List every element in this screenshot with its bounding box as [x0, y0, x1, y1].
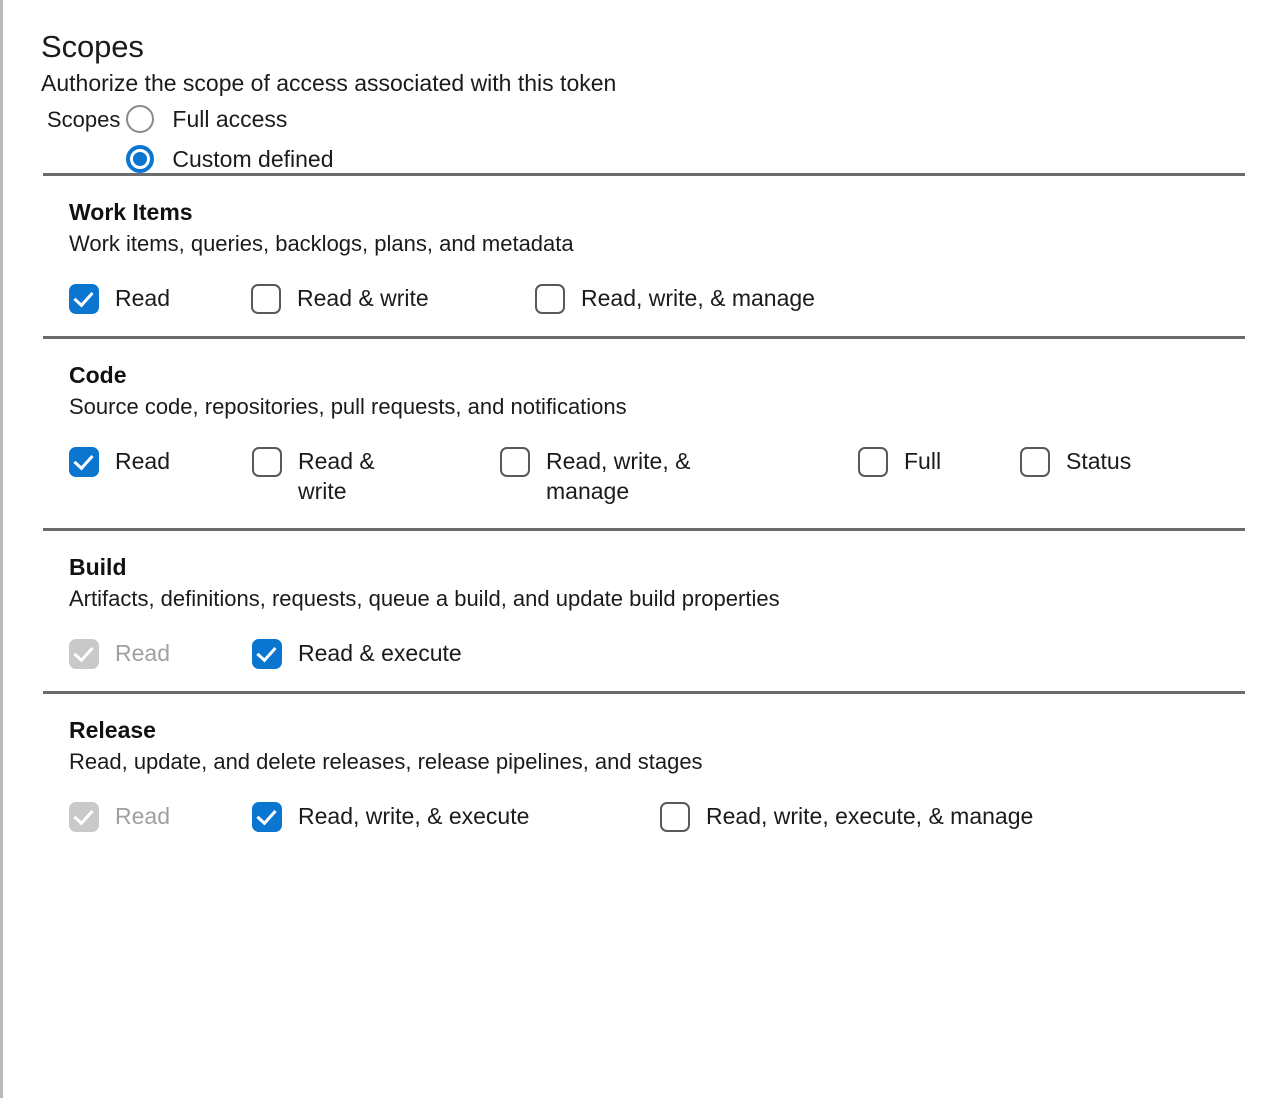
radio-selected-icon[interactable]: [126, 145, 155, 173]
section-divider: [43, 336, 1245, 339]
section-build: Build Artifacts, definitions, requests, …: [3, 531, 1282, 691]
section-work-items: Work Items Work items, queries, backlogs…: [3, 176, 1282, 336]
checkbox-code-full[interactable]: Full: [858, 446, 1020, 477]
checkbox-label: Read: [115, 285, 170, 311]
radio-option-custom-defined[interactable]: Custom defined: [126, 145, 333, 173]
section-options: Read Read & write Read, write, & manage: [69, 283, 1242, 314]
section-divider: [43, 173, 1245, 176]
section-description: Source code, repositories, pull requests…: [69, 394, 627, 419]
section-title: Build: [69, 554, 127, 580]
checkbox-label: Read & execute: [298, 640, 462, 666]
checkbox-label: Read, write, & execute: [298, 803, 530, 829]
scopes-header: Scopes Authorize the scope of access ass…: [3, 0, 1282, 98]
checkbox-label: Read: [115, 640, 170, 666]
checkbox-work-items-read-write-manage[interactable]: Read, write, & manage: [535, 283, 815, 314]
checkbox-code-status[interactable]: Status: [1020, 446, 1131, 477]
checkbox-release-read-write-execute[interactable]: Read, write, & execute: [252, 801, 660, 832]
section-title: Release: [69, 717, 156, 743]
section-options: Read Read & execute: [69, 638, 1242, 669]
section-description: Read, update, and delete releases, relea…: [69, 749, 703, 774]
checkbox-label: Read, write, & manage: [581, 285, 815, 311]
section-divider: [43, 528, 1245, 531]
radio-group-label: Scopes: [47, 107, 121, 132]
checkbox-label: Read & write: [297, 285, 429, 311]
checkbox-work-items-read-write[interactable]: Read & write: [251, 283, 535, 314]
scopes-radio-group: Scopes Full access Custom defined: [3, 102, 1282, 173]
checkbox-checked-icon[interactable]: [252, 802, 282, 832]
checkbox-unchecked-icon[interactable]: [1020, 447, 1050, 477]
radio-label-custom-defined: Custom defined: [172, 146, 334, 172]
checkbox-label: Read, write, & manage: [546, 448, 691, 504]
checkbox-label: Read & write: [298, 448, 375, 504]
checkbox-unchecked-icon[interactable]: [535, 284, 565, 314]
checkbox-unchecked-icon[interactable]: [500, 447, 530, 477]
checkbox-unchecked-icon[interactable]: [251, 284, 281, 314]
checkbox-unchecked-icon[interactable]: [858, 447, 888, 477]
checkbox-code-read[interactable]: Read: [69, 446, 252, 477]
section-code: Code Source code, repositories, pull req…: [3, 339, 1282, 528]
checkbox-label: Read, write, execute, & manage: [706, 803, 1034, 829]
checkbox-label: Read: [115, 448, 170, 474]
checkbox-work-items-read[interactable]: Read: [69, 283, 251, 314]
section-title: Code: [69, 362, 127, 388]
section-release: Release Read, update, and delete release…: [3, 694, 1282, 854]
radio-label-full-access: Full access: [172, 106, 288, 132]
checkbox-build-read: Read: [69, 638, 252, 669]
section-title: Work Items: [69, 199, 193, 225]
section-options: Read Read, write, & execute Read, write,…: [69, 801, 1242, 832]
checkbox-checked-icon[interactable]: [252, 639, 282, 669]
checkbox-label: Full: [904, 448, 942, 474]
checkbox-disabled-checked-icon: [69, 639, 99, 669]
checkbox-disabled-checked-icon: [69, 802, 99, 832]
section-options: Read Read & write Read, write, & manage …: [69, 446, 1242, 506]
section-description: Artifacts, definitions, requests, queue …: [69, 586, 780, 611]
checkbox-checked-icon[interactable]: [69, 447, 99, 477]
checkbox-build-read-execute[interactable]: Read & execute: [252, 638, 462, 669]
checkbox-code-read-write-manage[interactable]: Read, write, & manage: [500, 446, 858, 506]
checkbox-label: Status: [1066, 448, 1132, 474]
checkbox-checked-icon[interactable]: [69, 284, 99, 314]
page-title: Scopes: [41, 29, 144, 64]
checkbox-label: Read: [115, 803, 170, 829]
checkbox-release-read: Read: [69, 801, 252, 832]
section-divider: [43, 691, 1245, 694]
section-description: Work items, queries, backlogs, plans, an…: [69, 231, 574, 256]
radio-unselected-icon[interactable]: [126, 105, 155, 133]
page-subtitle: Authorize the scope of access associated…: [41, 70, 617, 96]
radio-option-full-access[interactable]: Full access: [126, 105, 333, 133]
checkbox-release-read-write-execute-manage[interactable]: Read, write, execute, & manage: [660, 801, 1033, 832]
checkbox-unchecked-icon[interactable]: [660, 802, 690, 832]
checkbox-code-read-write[interactable]: Read & write: [252, 446, 500, 506]
checkbox-unchecked-icon[interactable]: [252, 447, 282, 477]
